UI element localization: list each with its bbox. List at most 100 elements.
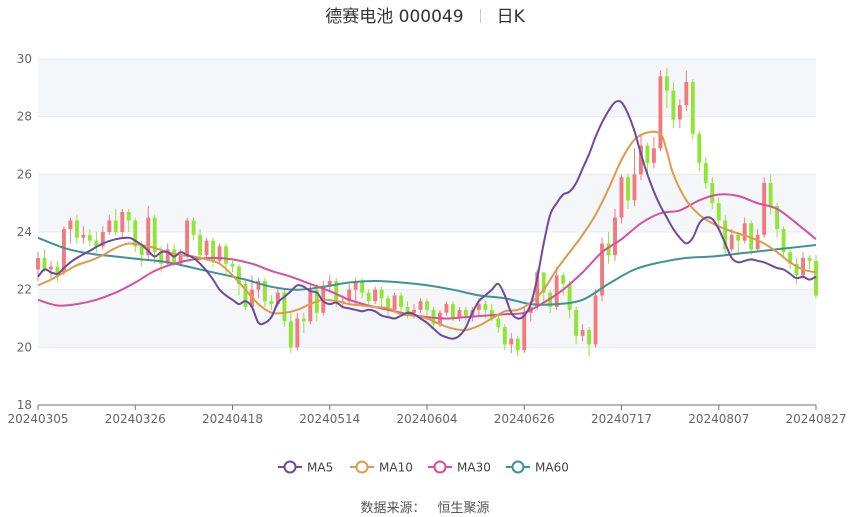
candle-body	[275, 292, 280, 305]
candle	[457, 306, 462, 322]
candle-body	[392, 295, 397, 310]
legend-item-ma30[interactable]: MA30	[428, 460, 491, 475]
legend-marker-icon	[355, 460, 369, 474]
candle-body	[327, 281, 332, 287]
candle	[658, 70, 663, 152]
y-tick-label: 26	[17, 167, 32, 181]
candle-body	[515, 338, 520, 351]
candle	[120, 208, 125, 238]
candle-body	[801, 257, 805, 276]
candle-body	[781, 229, 786, 253]
candle-body	[703, 162, 708, 183]
candle-body	[814, 260, 818, 296]
legend-item-ma5[interactable]: MA5	[278, 460, 333, 475]
candle	[710, 177, 715, 209]
candle	[788, 249, 793, 270]
candle	[262, 278, 267, 307]
candle	[496, 315, 501, 333]
candle-body	[418, 301, 423, 310]
ma-line-ma5	[37, 99, 817, 340]
candle-body	[541, 272, 546, 293]
candle-body	[587, 330, 592, 345]
candle	[768, 174, 773, 215]
candle-body	[671, 90, 676, 120]
candle-body	[295, 318, 300, 348]
candle-body	[626, 177, 630, 201]
candle-body	[762, 182, 767, 235]
candle-body	[282, 292, 287, 322]
legend[interactable]: MA5 MA10 MA30 MA60	[278, 460, 569, 475]
ma-line-ma30	[37, 193, 817, 320]
candle	[243, 281, 248, 310]
candle	[502, 324, 507, 351]
candle-body	[775, 206, 780, 230]
candle	[723, 214, 728, 256]
candle-body	[386, 298, 391, 310]
candle-body	[755, 234, 760, 250]
legend-label: MA30	[457, 461, 491, 475]
candle-body	[405, 306, 410, 313]
candle	[295, 312, 300, 351]
candle-body	[191, 220, 196, 235]
candle-body	[600, 243, 604, 296]
candle	[327, 275, 332, 293]
candle-body	[379, 289, 384, 299]
x-tick-label: 20240305	[7, 412, 68, 426]
candle-body	[768, 182, 773, 207]
legend-marker-icon	[511, 460, 525, 474]
candle	[651, 136, 656, 169]
candle-body	[113, 220, 118, 232]
candle-body	[664, 76, 669, 91]
candle-body	[139, 246, 144, 256]
candle-body	[502, 327, 507, 345]
candle-body	[658, 76, 663, 149]
candle	[269, 295, 274, 310]
candles	[36, 67, 818, 356]
candle	[600, 237, 604, 302]
candle-body	[74, 220, 79, 238]
candle	[133, 217, 138, 253]
y-axis: 18 20 22 24 26 28 30	[17, 52, 32, 412]
candle-body	[399, 295, 404, 307]
candle	[81, 226, 86, 244]
candle	[807, 255, 812, 270]
legend-item-ma10[interactable]: MA10	[350, 460, 413, 475]
candle-body	[288, 321, 293, 348]
stock-name-code: 德赛电池 000049	[325, 7, 464, 27]
candle-body	[347, 289, 352, 302]
legend-label: MA5	[307, 461, 333, 475]
candle	[379, 286, 384, 310]
legend-item-ma60[interactable]: MA60	[506, 460, 569, 475]
candle	[671, 82, 676, 129]
candle	[619, 174, 624, 224]
candle-body	[593, 295, 598, 345]
candle	[237, 263, 241, 296]
candle	[418, 298, 423, 313]
candle-body	[68, 220, 73, 230]
source-label: 数据来源：	[360, 501, 426, 516]
candle	[632, 148, 637, 207]
grid-band	[38, 174, 816, 232]
x-tick-label: 20240807	[688, 412, 749, 426]
candle	[392, 292, 397, 313]
candle-body	[159, 252, 164, 264]
candle	[399, 292, 404, 313]
candle-body	[55, 266, 60, 276]
candle	[113, 208, 118, 235]
candle-body	[100, 232, 105, 247]
candle-body	[639, 145, 643, 175]
candle-body	[457, 309, 462, 319]
candle-body	[425, 301, 429, 310]
chart-title: 德赛电池 000049 日K	[0, 4, 850, 30]
y-tick-label: 20	[17, 340, 32, 354]
candle	[561, 272, 566, 296]
candle	[729, 229, 734, 253]
candle-body	[476, 304, 481, 310]
candle-body	[262, 281, 267, 302]
candle	[74, 214, 79, 244]
candle-body	[126, 211, 131, 221]
moving-average-lines	[37, 99, 817, 340]
y-tick-label: 18	[17, 398, 32, 412]
candle-body	[412, 309, 416, 313]
